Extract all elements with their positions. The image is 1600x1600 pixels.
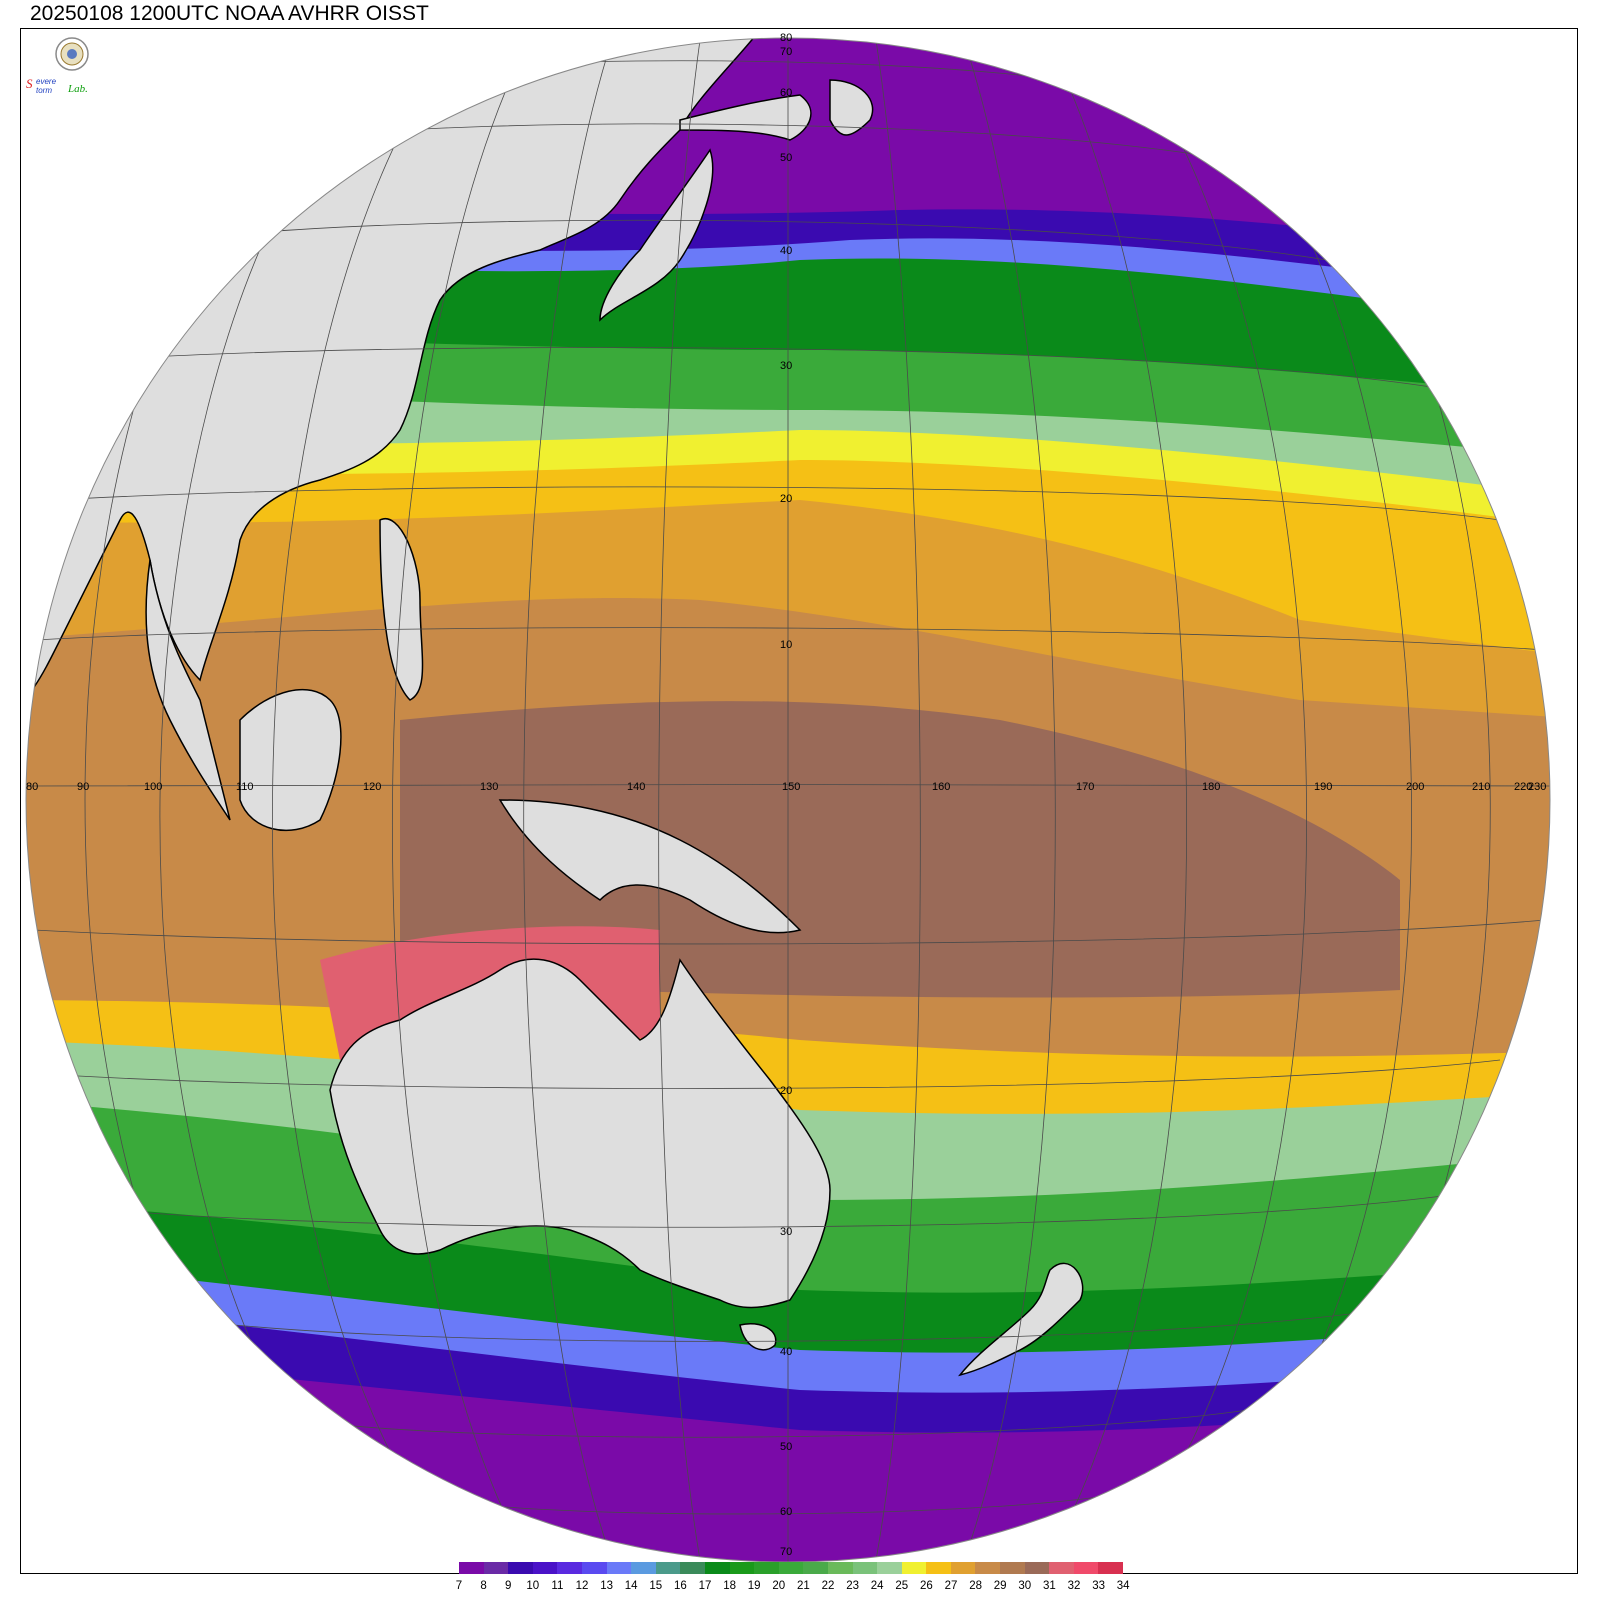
lon-label: 90 <box>77 781 89 793</box>
colorbar-label: 21 <box>796 1580 810 1592</box>
colorbar-swatch <box>926 1562 951 1574</box>
lat-label: 60 <box>780 1506 792 1518</box>
colorbar-swatch <box>975 1562 1001 1574</box>
colorbar-swatch <box>704 1562 730 1574</box>
lat-label: 30 <box>780 1226 792 1238</box>
colorbar-label: 20 <box>772 1580 786 1592</box>
colorbar-swatch <box>1073 1562 1099 1574</box>
severe-storm-lab-logo: S evere torm Lab. <box>26 37 89 95</box>
colorbar-swatch <box>1049 1562 1074 1574</box>
colorbar-label: 9 <box>504 1580 512 1592</box>
colorbar-label: 15 <box>649 1580 663 1592</box>
colorbar-swatch <box>729 1562 755 1574</box>
lon-label: 180 <box>1202 781 1220 793</box>
lon-label: 210 <box>1472 781 1490 793</box>
lon-label: 100 <box>144 781 162 793</box>
colorbar-swatch <box>754 1562 779 1574</box>
longitude-labels: 80 90 100 110 120 130 140 150 160 170 18… <box>26 781 1546 793</box>
colorbar-label: 17 <box>698 1580 712 1592</box>
sst-colorbar <box>459 1562 1124 1574</box>
colorbar-swatch <box>483 1562 509 1574</box>
graticule <box>26 38 1550 1562</box>
colorbar-labels: 7 8 9 10 11 12 13 14 15 16 17 18 19 20 21 22 23 24 25 26 27 2… <box>0 1580 1600 1596</box>
colorbar-swatch <box>901 1562 927 1574</box>
svg-text:S: S <box>26 76 33 91</box>
map-title: 20250108 1200UTC NOAA AVHRR OISST <box>30 2 429 25</box>
lat-label: 70 <box>780 46 792 58</box>
colorbar-label: 32 <box>1067 1580 1081 1592</box>
lat-label: 50 <box>780 1441 792 1453</box>
colorbar-label: 22 <box>821 1580 835 1592</box>
colorbar-swatch <box>631 1562 656 1574</box>
colorbar-label: 8 <box>480 1580 487 1592</box>
colorbar-label: 27 <box>944 1580 958 1592</box>
colorbar-label: 11 <box>551 1580 564 1592</box>
colorbar-swatch <box>680 1562 705 1574</box>
colorbar-swatch <box>581 1562 607 1574</box>
colorbar-label: 25 <box>895 1580 909 1592</box>
lat-label: 20 <box>780 1085 792 1097</box>
colorbar-swatch <box>852 1562 878 1574</box>
colorbar-swatch <box>532 1562 558 1574</box>
colorbar-label: 33 <box>1092 1580 1105 1592</box>
colorbar-swatch <box>459 1562 484 1574</box>
colorbar-label: 14 <box>624 1580 638 1592</box>
lat-label: 50 <box>780 152 792 164</box>
colorbar-swatch <box>877 1562 902 1574</box>
colorbar-label: 13 <box>600 1580 613 1592</box>
lat-label: 10 <box>780 639 792 651</box>
lon-label: 170 <box>1076 781 1094 793</box>
colorbar-swatch <box>655 1562 681 1574</box>
latitude-labels: 80 70 60 50 40 30 20 10 20 30 40 50 60 7… <box>780 32 792 1558</box>
lat-label: 40 <box>780 1346 792 1358</box>
colorbar-label: 19 <box>747 1580 761 1592</box>
colorbar-swatch <box>827 1562 853 1574</box>
colorbar-label: 31 <box>1042 1580 1056 1592</box>
lon-label: 150 <box>782 781 800 793</box>
lat-label: 70 <box>780 1546 792 1558</box>
svg-text:evere: evere <box>36 77 57 86</box>
colorbar-label: 12 <box>575 1580 589 1592</box>
lon-label: 230 <box>1528 781 1546 793</box>
lon-label: 200 <box>1406 781 1424 793</box>
colorbar-label: 29 <box>993 1580 1007 1592</box>
lat-label: 20 <box>780 493 792 505</box>
colorbar-label: 10 <box>526 1580 540 1592</box>
colorbar-swatch <box>557 1562 582 1574</box>
colorbar-label: 16 <box>673 1580 687 1592</box>
lon-label: 160 <box>932 781 950 793</box>
colorbar-label: 26 <box>919 1580 933 1592</box>
colorbar-label: 18 <box>723 1580 736 1592</box>
lon-label: 110 <box>236 781 254 793</box>
lat-label: 60 <box>780 87 792 99</box>
colorbar-swatch <box>1098 1562 1124 1574</box>
colorbar-label: 28 <box>969 1580 982 1592</box>
lat-label: 40 <box>780 245 792 257</box>
lat-label: 30 <box>780 360 792 372</box>
colorbar-swatch <box>778 1562 804 1574</box>
colorbar-swatch <box>1000 1562 1025 1574</box>
lon-label: 220 <box>1514 781 1532 793</box>
colorbar-swatch <box>1024 1562 1050 1574</box>
lon-label: 140 <box>627 781 645 793</box>
colorbar-label: 34 <box>1116 1580 1130 1592</box>
lon-label: 80 <box>26 781 38 793</box>
colorbar-label: 23 <box>846 1580 859 1592</box>
colorbar-swatch <box>803 1562 828 1574</box>
svg-text:Lab.: Lab. <box>67 83 88 95</box>
colorbar-label: 7 <box>455 1580 463 1592</box>
lon-label: 130 <box>480 781 498 793</box>
lat-label: 80 <box>780 32 792 44</box>
lon-label: 120 <box>363 781 381 793</box>
colorbar-label: 30 <box>1018 1580 1032 1592</box>
colorbar-swatch <box>606 1562 632 1574</box>
colorbar-swatch <box>508 1562 533 1574</box>
lon-label: 190 <box>1314 781 1332 793</box>
svg-text:torm: torm <box>36 86 52 95</box>
colorbar-label: 24 <box>870 1580 884 1592</box>
colorbar-swatch <box>950 1562 976 1574</box>
